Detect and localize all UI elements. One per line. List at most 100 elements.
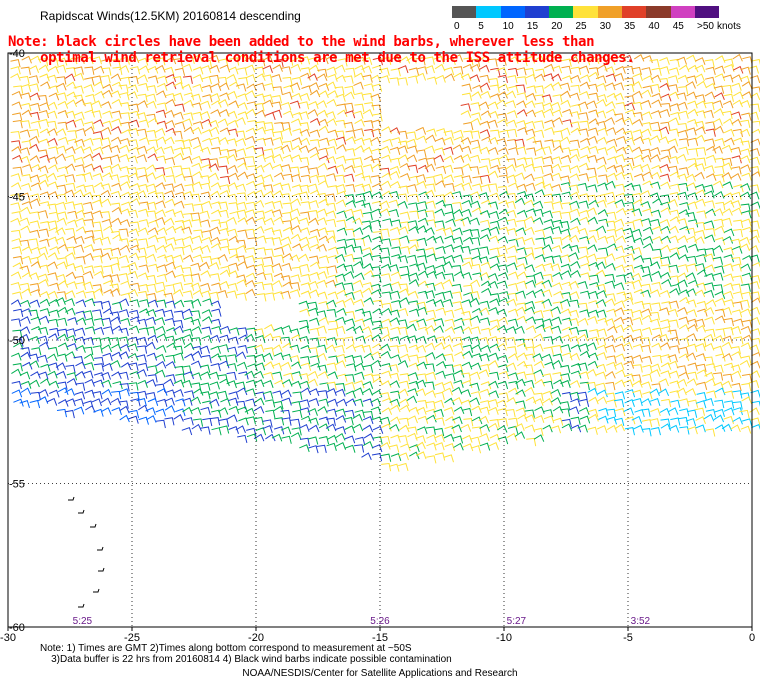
wind-barb	[271, 362, 283, 371]
wind-barb	[533, 427, 544, 437]
wind-barb	[478, 192, 489, 201]
wind-barb	[237, 406, 249, 415]
wind-barb	[435, 137, 446, 146]
wind-barb	[47, 220, 58, 229]
wind-barb	[245, 90, 256, 98]
wind-barb	[408, 272, 420, 281]
wind-barb	[235, 83, 247, 92]
wind-barb	[191, 423, 202, 432]
wind-barb	[336, 307, 347, 316]
wind-barb	[640, 218, 652, 227]
wind-barb	[552, 417, 564, 426]
wind-barb	[624, 235, 636, 244]
wind-barb	[299, 92, 310, 101]
wind-barb	[265, 399, 276, 408]
wind-barb	[490, 129, 501, 138]
wind-barb	[688, 219, 699, 228]
wind-barb	[733, 318, 744, 327]
wind-barb	[237, 102, 248, 110]
wind-barb	[713, 372, 724, 381]
wind-barb	[433, 299, 445, 308]
wind-barb	[344, 85, 355, 95]
wind-barb	[128, 325, 140, 334]
wind-barb	[471, 91, 482, 99]
wind-barb	[534, 85, 545, 94]
wind-barb	[651, 302, 662, 311]
wind-barb	[524, 409, 535, 418]
wind-barb	[244, 370, 255, 379]
wind-barb	[200, 426, 211, 435]
wind-barb	[399, 211, 411, 220]
wind-barb	[57, 387, 69, 395]
wind-barb	[615, 102, 626, 111]
wind-barb	[218, 136, 229, 145]
wind-barb	[724, 400, 735, 409]
wind-barb	[263, 273, 274, 282]
wind-barb	[173, 389, 184, 397]
wind-barb	[309, 317, 320, 326]
wind-barb	[472, 272, 483, 281]
wind-barb	[48, 227, 59, 236]
wind-barb	[22, 163, 33, 172]
wind-barb	[751, 58, 760, 66]
wind-barb	[370, 148, 382, 157]
wind-barb	[497, 436, 509, 445]
wind-barb	[425, 157, 436, 166]
wind-barb-field	[10, 53, 760, 608]
wind-barb	[498, 216, 509, 225]
wind-barb	[461, 380, 473, 389]
wind-barb	[119, 144, 130, 153]
wind-barb	[481, 136, 492, 145]
wind-barb	[587, 184, 598, 193]
wind-barb	[489, 226, 500, 235]
wind-barb	[705, 154, 717, 163]
wind-barb	[597, 209, 609, 217]
wind-barb	[84, 66, 95, 75]
wind-barb	[58, 136, 69, 145]
wind-barb	[83, 252, 94, 261]
wind-barb	[722, 157, 733, 167]
wind-barb	[308, 199, 319, 209]
wind-barb	[363, 410, 374, 420]
wind-barb	[47, 290, 58, 299]
wind-barb	[100, 236, 111, 245]
wind-barb	[550, 325, 562, 334]
wind-barb	[579, 209, 590, 218]
wind-barb	[211, 353, 222, 361]
wind-barb	[741, 396, 753, 405]
wind-barb	[156, 333, 168, 342]
wind-barb	[461, 310, 472, 320]
wind-barb	[562, 243, 573, 252]
wind-barb	[604, 117, 615, 125]
wind-barb	[660, 264, 671, 273]
wind-barb	[634, 300, 645, 310]
wind-barb	[372, 320, 383, 329]
wind-barb	[433, 325, 444, 333]
wind-barb	[184, 203, 195, 212]
wind-barb	[703, 109, 714, 119]
wind-barb	[245, 379, 257, 388]
wind-barb	[578, 255, 590, 264]
wind-barb	[191, 350, 202, 359]
wind-barb	[11, 229, 22, 239]
wind-barb	[92, 248, 104, 257]
wind-barb	[316, 100, 328, 108]
wind-barb	[390, 404, 401, 413]
wind-barb	[65, 174, 76, 183]
wind-barb	[209, 93, 221, 101]
wind-barb	[57, 280, 69, 288]
wind-barb	[317, 118, 329, 127]
wind-barb	[155, 155, 167, 164]
wind-barb	[245, 279, 256, 288]
wind-barb	[560, 373, 571, 382]
wind-barb	[443, 353, 455, 362]
wind-barb	[595, 225, 607, 234]
wind-barb	[156, 236, 168, 245]
wind-barb	[262, 174, 274, 182]
wind-barb	[703, 333, 715, 342]
wind-barb	[326, 118, 337, 126]
wind-barb	[29, 379, 40, 388]
wind-barb	[362, 387, 373, 396]
wind-barb	[595, 110, 607, 119]
wind-barb	[622, 227, 634, 236]
